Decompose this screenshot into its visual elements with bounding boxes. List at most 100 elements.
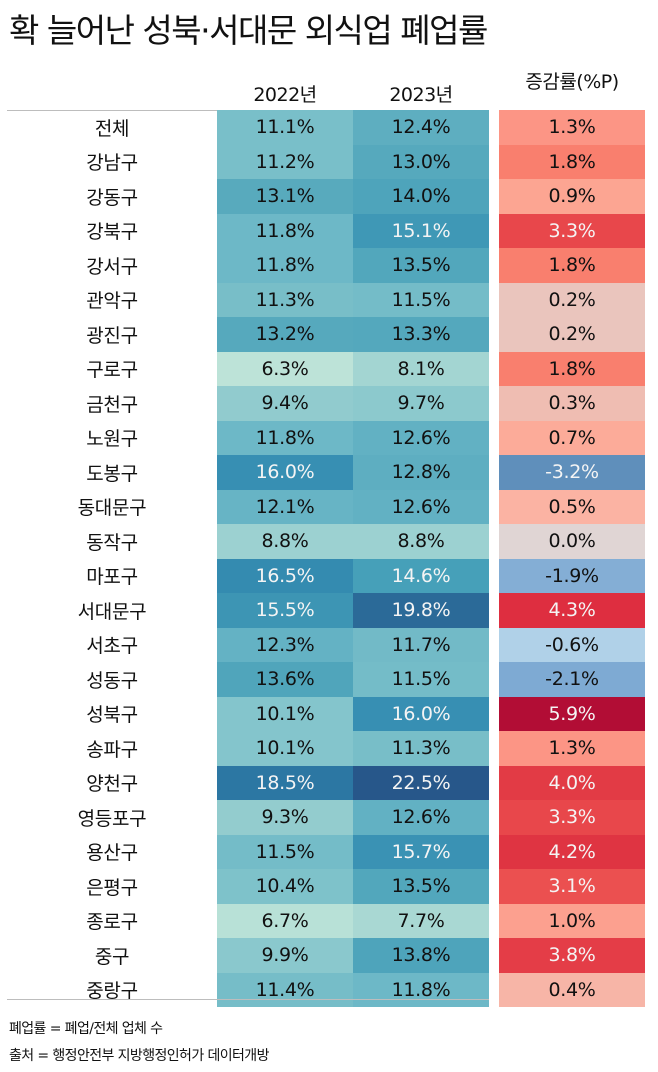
cell-change: -3.2% [499, 455, 645, 490]
cell-change: 4.0% [499, 765, 645, 800]
district-label: 송파구 [86, 738, 138, 761]
district-label: 성동구 [86, 669, 138, 692]
table-row: 마포구 16.5% 14.6% -1.9% [7, 558, 647, 593]
cell-2023: 13.0% [353, 144, 489, 179]
cell-2023: 13.3% [353, 317, 489, 352]
cell-2022: 18.5% [217, 765, 353, 800]
table-row: 금천구 9.4% 9.7% 0.3% [7, 386, 647, 421]
cell-2023: 12.8% [353, 455, 489, 490]
table-row: 강서구 11.8% 13.5% 1.8% [7, 248, 647, 283]
cell-2022: 15.5% [217, 593, 353, 628]
district-label: 노원구 [86, 428, 138, 451]
column-header-2022: 2022년 [253, 84, 317, 106]
cell-change: 1.8% [499, 144, 645, 179]
table-row: 송파구 10.1% 11.3% 1.3% [7, 731, 647, 766]
district-label: 마포구 [86, 566, 138, 589]
cell-2022: 13.6% [217, 662, 353, 697]
cell-2023: 14.0% [353, 179, 489, 214]
table-row: 동작구 8.8% 8.8% 0.0% [7, 524, 647, 559]
cell-2022: 16.0% [217, 455, 353, 490]
footnote-source: 출처 = 행정안전부 지방행정인허가 데이터개방 [9, 1048, 269, 1064]
cell-2022: 11.1% [217, 110, 353, 145]
cell-2023: 13.5% [353, 869, 489, 904]
chart-title: 확 늘어난 성북·서대문 외식업 폐업률 [9, 11, 488, 50]
district-label: 서대문구 [77, 600, 147, 623]
district-label: 용산구 [86, 842, 138, 865]
cell-change: 4.3% [499, 593, 645, 628]
cell-2023: 11.7% [353, 627, 489, 662]
cell-2022: 11.8% [217, 420, 353, 455]
cell-2022: 11.8% [217, 248, 353, 283]
cell-2023: 19.8% [353, 593, 489, 628]
cell-2023: 16.0% [353, 696, 489, 731]
cell-change: 0.2% [499, 282, 645, 317]
cell-change: 4.2% [499, 834, 645, 869]
district-label: 금천구 [86, 393, 138, 416]
cell-2022: 9.3% [217, 800, 353, 835]
cell-change: 0.4% [499, 972, 645, 1007]
district-label: 서초구 [86, 635, 138, 658]
cell-change: 3.1% [499, 869, 645, 904]
cell-change: 0.7% [499, 420, 645, 455]
cell-2022: 11.3% [217, 282, 353, 317]
cell-change: 1.3% [499, 731, 645, 766]
cell-2022: 10.1% [217, 731, 353, 766]
district-label: 전체 [94, 117, 130, 140]
cell-change: 0.0% [499, 524, 645, 559]
district-label: 도봉구 [86, 462, 138, 485]
district-label: 광진구 [86, 324, 138, 347]
table-row: 구로구 6.3% 8.1% 1.8% [7, 351, 647, 386]
table-row: 서대문구 15.5% 19.8% 4.3% [7, 593, 647, 628]
table-row: 양천구 18.5% 22.5% 4.0% [7, 765, 647, 800]
table-row: 중랑구 11.4% 11.8% 0.4% [7, 972, 647, 1007]
table-bottom-divider [7, 999, 489, 1000]
column-header-change: 증감률(%P) [525, 71, 619, 93]
cell-2022: 6.3% [217, 351, 353, 386]
district-label: 중구 [94, 945, 130, 968]
cell-2023: 12.6% [353, 800, 489, 835]
table-row: 강동구 13.1% 14.0% 0.9% [7, 179, 647, 214]
cell-change: 0.5% [499, 489, 645, 524]
table-top-divider [7, 110, 217, 111]
cell-2023: 8.1% [353, 351, 489, 386]
cell-2022: 9.9% [217, 938, 353, 973]
cell-2022: 11.5% [217, 834, 353, 869]
cell-change: 0.3% [499, 386, 645, 421]
table-row: 강남구 11.2% 13.0% 1.8% [7, 144, 647, 179]
cell-2023: 15.1% [353, 213, 489, 248]
table-row: 도봉구 16.0% 12.8% -3.2% [7, 455, 647, 490]
cell-change: -0.6% [499, 627, 645, 662]
cell-change: -1.9% [499, 558, 645, 593]
cell-2023: 12.4% [353, 110, 489, 145]
table-row: 종로구 6.7% 7.7% 1.0% [7, 903, 647, 938]
cell-2022: 10.4% [217, 869, 353, 904]
district-label: 강동구 [86, 186, 138, 209]
cell-2023: 22.5% [353, 765, 489, 800]
table-row: 성동구 13.6% 11.5% -2.1% [7, 662, 647, 697]
cell-change: 3.8% [499, 938, 645, 973]
district-label: 강남구 [86, 152, 138, 175]
table-row: 관악구 11.3% 11.5% 0.2% [7, 282, 647, 317]
table-row: 노원구 11.8% 12.6% 0.7% [7, 420, 647, 455]
column-header-2023: 2023년 [389, 84, 453, 106]
cell-change: 0.9% [499, 179, 645, 214]
cell-2022: 13.1% [217, 179, 353, 214]
cell-2023: 7.7% [353, 903, 489, 938]
table-row: 전체 11.1% 12.4% 1.3% [7, 110, 647, 145]
table-row: 동대문구 12.1% 12.6% 0.5% [7, 489, 647, 524]
cell-change: -2.1% [499, 662, 645, 697]
cell-2023: 9.7% [353, 386, 489, 421]
table-row: 광진구 13.2% 13.3% 0.2% [7, 317, 647, 352]
district-label: 은평구 [86, 876, 138, 899]
table-row: 중구 9.9% 13.8% 3.8% [7, 938, 647, 973]
cell-change: 1.0% [499, 903, 645, 938]
cell-2023: 12.6% [353, 420, 489, 455]
district-label: 관악구 [86, 290, 138, 313]
cell-change: 3.3% [499, 213, 645, 248]
cell-change: 1.3% [499, 110, 645, 145]
cell-2022: 9.4% [217, 386, 353, 421]
cell-2022: 13.2% [217, 317, 353, 352]
cell-2022: 12.3% [217, 627, 353, 662]
cell-change: 1.8% [499, 248, 645, 283]
table-row: 강북구 11.8% 15.1% 3.3% [7, 213, 647, 248]
